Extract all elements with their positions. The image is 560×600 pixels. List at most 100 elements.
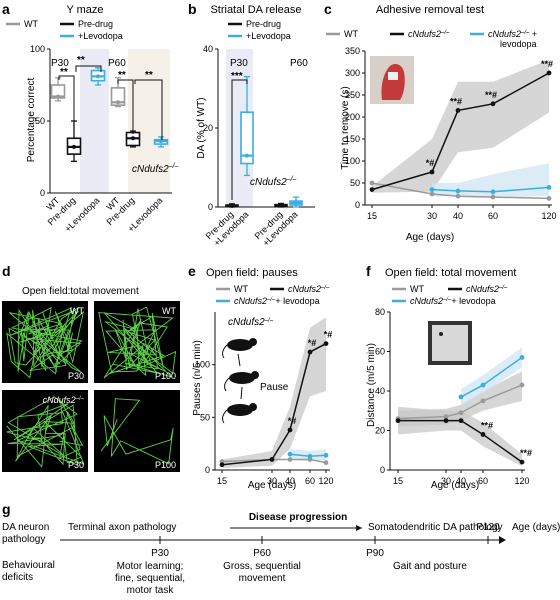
inset-label: cNdufs2–/– <box>228 317 274 328</box>
legend-a: WT Pre-drug +Levodopa <box>6 19 123 41</box>
legend-c-wt: WT <box>344 29 358 39</box>
panel-e-ytick-label-1: 50 <box>200 412 210 422</box>
legend-a-wt: WT <box>24 19 38 29</box>
panel-f-xtick-label-4: 120 <box>514 476 529 486</box>
panel-letter-e: e <box>188 263 196 279</box>
panel-a-bracket-2 <box>75 65 102 72</box>
panel-g: g DA neuron pathology Terminal axon path… <box>2 501 560 596</box>
panel-e-axis: 0 50 100 15 30 40 60 120 <box>195 312 334 486</box>
panel-e-xtick-label-0: 15 <box>217 476 227 486</box>
panel-b: b Striatal DA release Pre-drug +Levodopa… <box>188 1 315 248</box>
g-tick-p120-label: P120 <box>476 522 500 533</box>
panel-f-ytick-label-4: 80 <box>375 307 385 317</box>
panel-f-xtick-label-2: 40 <box>456 476 466 486</box>
g-row1-label-2: pathology <box>2 534 45 545</box>
point-c-1-4 <box>546 70 552 76</box>
panel-letter-d: d <box>2 263 11 279</box>
panel-a-bracket-1 <box>58 75 75 130</box>
panel-e-sig-0: *# <box>288 416 297 426</box>
panel-b-p30-label: P30 <box>230 58 248 69</box>
panel-e-plot: *# *# *# <box>219 317 332 468</box>
panel-a-title: Y maze <box>66 4 103 16</box>
point-e-0-4 <box>323 460 329 466</box>
point-c-2-3 <box>546 185 552 190</box>
panel-a-p30-label: P30 <box>51 58 69 69</box>
panel-f-plot: **# **# <box>395 347 532 467</box>
box-b-2-point <box>279 203 283 208</box>
pause-label: Pause <box>260 382 289 393</box>
panel-e-xlabel: Age (days) <box>248 480 296 491</box>
box-a-1-point <box>72 144 76 149</box>
panel-a-sig-2: ** <box>77 55 85 66</box>
tile-3-age: P30 <box>68 460 84 470</box>
panel-a-ytick-label-1: 50 <box>35 116 45 126</box>
panel-d-title: Open field:total movement <box>22 286 139 297</box>
panel-f-ytick-label-3: 60 <box>375 347 385 357</box>
trace-path-1 <box>6 306 85 379</box>
panel-e-xtick-label-3: 60 <box>305 476 315 486</box>
panel-a-shade-p60 <box>128 49 170 193</box>
adhesive-patch <box>388 72 398 80</box>
inset-arrow-2 <box>240 386 243 400</box>
legend-e-mut: cNdufs2–/– <box>288 284 330 294</box>
point-c-0-2 <box>455 193 461 199</box>
box-b-1 <box>240 111 254 165</box>
panel-e-xtick-label-4: 120 <box>318 476 333 486</box>
point-f-0-3 <box>480 398 486 404</box>
panel-f-ytick-label-0: 0 <box>380 465 385 475</box>
panel-letter-c: c <box>324 1 332 17</box>
g-row1-label-1: DA neuron <box>2 522 49 533</box>
panel-a-mutant-label: cNdufs2–/– <box>132 163 179 175</box>
panel-c-plot: *# **# **# **# <box>369 59 553 201</box>
tile-2-age: P100 <box>155 371 176 381</box>
panel-b-ytick-label-0: 0 <box>208 202 213 212</box>
panel-b-ytick-label-1: 20 <box>203 123 213 133</box>
panel-letter-a: a <box>2 1 10 17</box>
g-somato: Somatodendritic DA pathology <box>368 522 503 533</box>
panel-c-xtick-label-1: 30 <box>427 211 437 221</box>
panel-a-bracket-4 <box>134 79 163 140</box>
panel-a-axis: 0 50 100 <box>30 44 172 198</box>
box-b-0-point <box>230 203 234 208</box>
panel-c-xtick-label-0: 15 <box>367 211 377 221</box>
panel-c: c Adhesive removal test WT cNdufs2–/– cN… <box>324 1 557 243</box>
point-c-1-0 <box>369 187 375 193</box>
panel-a-ylabel: Percentage correct <box>26 78 37 163</box>
series-c-2-line <box>431 186 550 193</box>
point-e-2-2 <box>323 452 329 458</box>
point-c-0-1 <box>429 191 435 197</box>
panel-f-ylabel: Distance (m/5 min) <box>366 343 377 427</box>
panel-f-xtick-label-3: 60 <box>478 476 488 486</box>
panel-f-sig-1: **# <box>520 448 532 458</box>
panel-e: e Open field: pauses WT cNdufs2–/– cNduf… <box>188 263 334 491</box>
legend-b-levodopa: +Levodopa <box>246 31 291 41</box>
panel-b-title: Striatal DA release <box>210 4 301 16</box>
legend-b: Pre-drug +Levodopa <box>228 19 291 41</box>
point-c-1-3 <box>490 101 496 107</box>
panel-d-traces <box>6 306 177 468</box>
panel-a-ytick-label-0: 0 <box>40 188 45 198</box>
panel-a-sig-1: ** <box>60 67 68 78</box>
box-a-0-point <box>56 94 60 99</box>
mouse-icon-2 <box>229 372 255 384</box>
panel-f-xlabel: Age (days) <box>431 480 479 491</box>
mouse-tail-1 <box>222 344 228 359</box>
panel-c-sig-3: **# <box>541 59 553 69</box>
panel-c-ytick-label-6: 300 <box>345 68 360 78</box>
panel-c-ytick-label-2: 100 <box>345 156 360 166</box>
point-e-1-1 <box>269 457 275 462</box>
panel-a-ytick-label-2: 100 <box>30 44 45 54</box>
panel-c-xtick-label-3: 60 <box>488 211 498 221</box>
legend-f-mut: cNdufs2–/– <box>466 284 508 294</box>
panel-c-ytick-label-0: 0 <box>355 200 360 210</box>
legend-c-mut: cNdufs2–/– <box>408 29 450 39</box>
panel-c-title: Adhesive removal test <box>376 4 484 16</box>
panel-c-sig-2: **# <box>485 90 497 100</box>
point-c-2-1 <box>455 188 461 194</box>
g-deficit1-2: fine, sequential, <box>115 573 185 584</box>
band-f-2 <box>461 347 522 405</box>
panel-c-xlabel: Age (days) <box>406 232 454 243</box>
panel-e-ytick-label-0: 0 <box>205 465 210 475</box>
panel-b-ytick-label-2: 40 <box>203 44 213 54</box>
mouse-icon-3 <box>227 404 253 416</box>
